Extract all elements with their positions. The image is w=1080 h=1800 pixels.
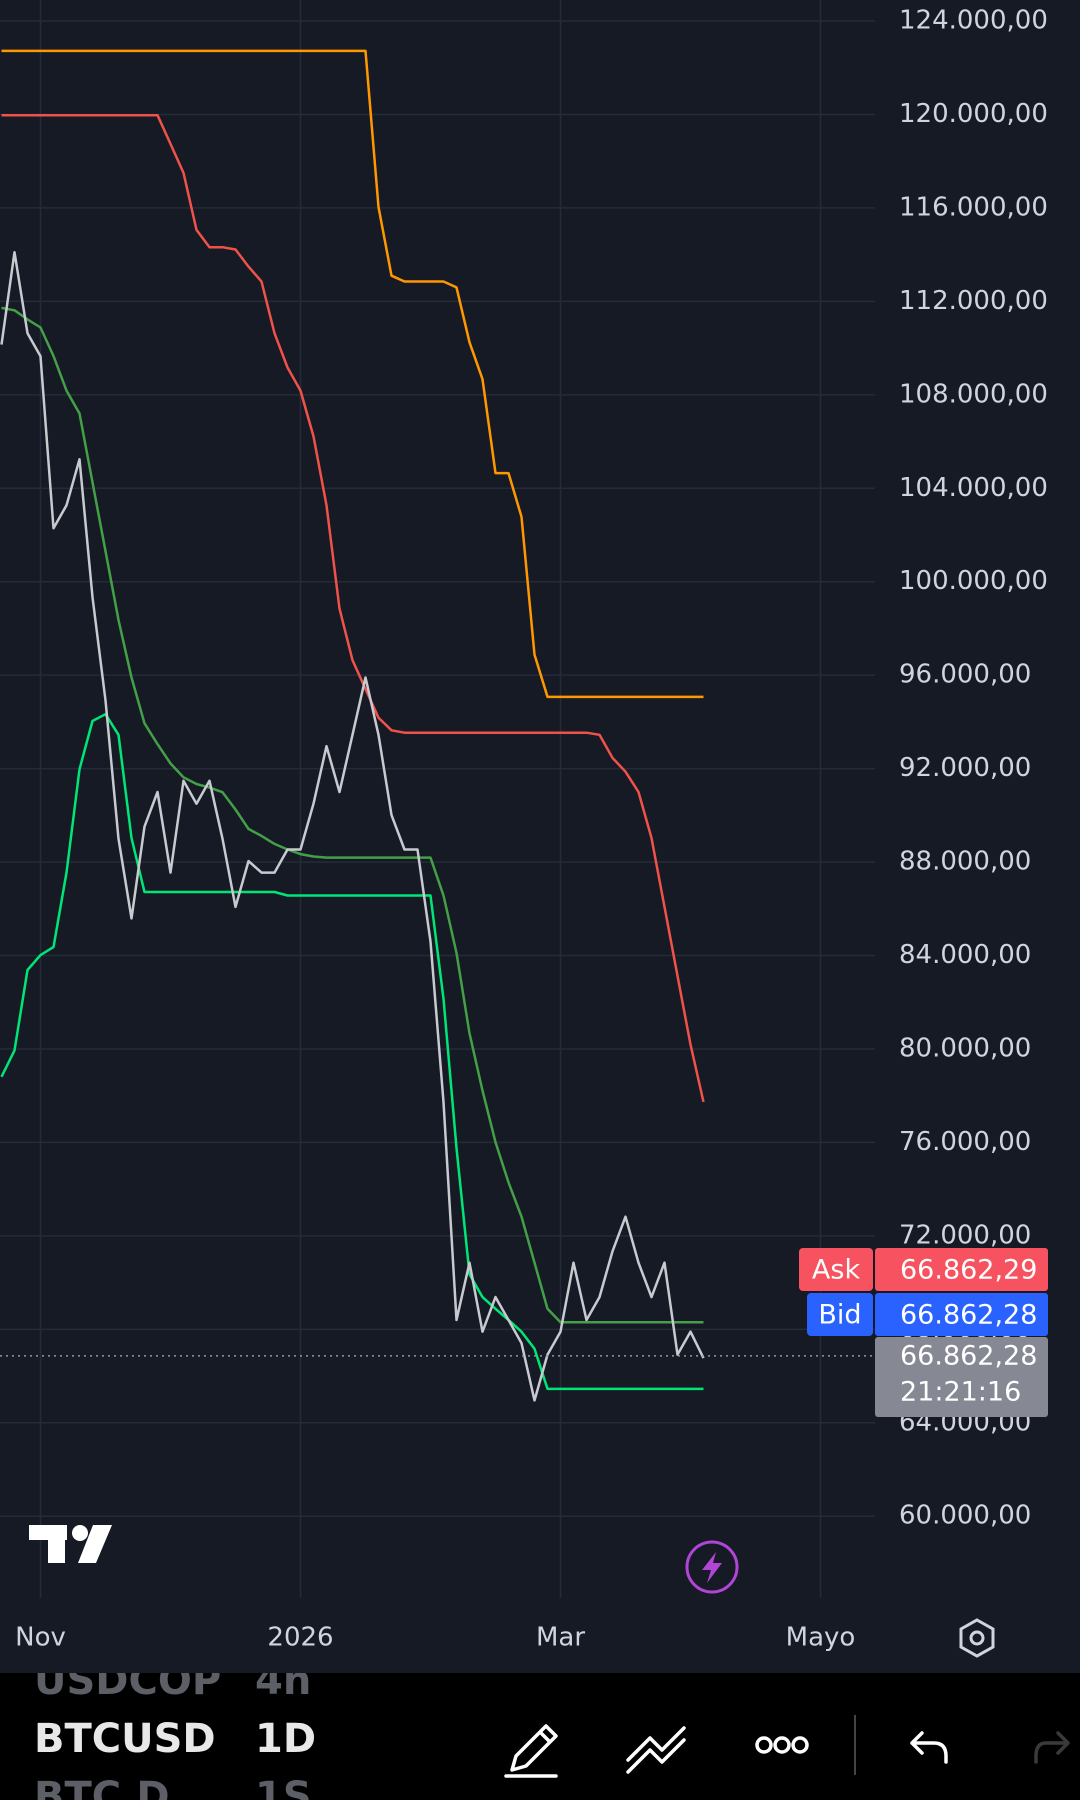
y-tick-label: 104.000,00 [899,473,1048,503]
ask-label-box [799,1248,873,1291]
countdown: 21:21:16 [900,1377,1021,1408]
x-tick-label: Mar [536,1623,585,1653]
y-tick-label: 120.000,00 [899,99,1048,129]
y-tick-label: 60.000,00 [899,1501,1031,1531]
series-line [0,251,705,1402]
ask-price-box [875,1248,1048,1291]
bid-price: 66.862,28 [900,1300,1037,1331]
series-line [1,49,704,699]
y-tick-label: 76.000,00 [899,1127,1031,1157]
y-tick-label: 112.000,00 [899,286,1048,316]
symbol-picker[interactable]: USDCOP 4h BTCUSD 1D BTC.D 1S [34,1658,316,1800]
more-button[interactable] [755,1736,809,1754]
x-tick-label: 2026 [267,1623,333,1653]
interval[interactable]: 1S [255,1774,312,1800]
symbol[interactable]: USDCOP [34,1658,221,1704]
y-tick-label: 84.000,00 [899,940,1031,970]
bid-price-box [875,1293,1048,1336]
y-tick-label: 80.000,00 [899,1033,1031,1063]
symbol[interactable]: BTCUSD [34,1716,216,1762]
draw-button[interactable] [504,1724,558,1778]
bid-label: Bid [818,1300,861,1331]
plot-area [0,0,875,1598]
last-price-box [875,1337,1048,1417]
y-tick-label: 92.000,00 [899,753,1031,783]
y-tick-label: 100.000,00 [899,566,1048,596]
undo-button[interactable] [910,1731,948,1764]
y-tick-label: 124.000,00 [899,6,1048,36]
alert-button[interactable] [685,1540,739,1594]
series-line [1,113,705,1103]
y-tick-label: 72.000,00 [899,1220,1031,1250]
last-price: 66.862,28 [900,1341,1037,1372]
tradingview-logo[interactable] [29,1525,112,1563]
toolbar [0,1673,1080,1800]
redo-button[interactable] [1034,1731,1070,1764]
interval[interactable]: 1D [255,1716,316,1762]
interval[interactable]: 4h [255,1658,311,1704]
y-tick-label: 108.000,00 [899,379,1048,409]
symbol[interactable]: BTC.D [34,1774,170,1800]
y-tick-label: 96.000,00 [899,660,1031,690]
ask-label: Ask [812,1255,861,1286]
trend-line-button[interactable] [626,1726,686,1774]
series-line [0,712,704,1391]
x-tick-label: Mayo [786,1623,856,1653]
y-tick-label: 116.000,00 [899,192,1048,222]
series-line [1,306,704,1324]
ask-price: 66.862,29 [900,1255,1037,1286]
x-tick-label: Nov [15,1623,66,1653]
settings-button[interactable] [959,1618,995,1658]
y-tick-label: 88.000,00 [899,847,1031,877]
price-overlay: Nov2026MarMayo60.000,0064.000,0068.000,0… [0,6,1048,1653]
bid-label-box [807,1293,873,1336]
